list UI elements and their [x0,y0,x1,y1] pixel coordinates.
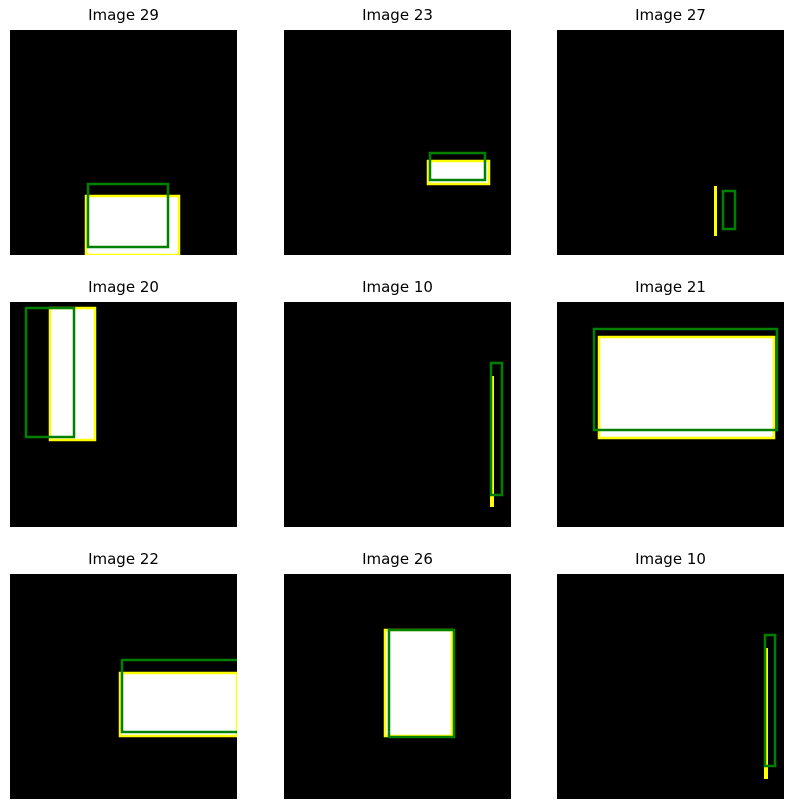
object-region [599,337,774,438]
panel-2: Image 23 [284,0,511,255]
object-region [50,308,95,440]
panel-8: Image 26 [284,544,511,799]
image-canvas [284,30,511,255]
panel-title: Image 27 [557,0,784,30]
panel-title: Image 10 [557,544,784,574]
image-canvas [284,302,511,527]
panel-5: Image 10 [284,272,511,527]
panel-1: Image 29 [10,0,237,255]
object-region [120,673,237,736]
panel-6: Image 21 [557,272,784,527]
image-canvas [10,574,237,799]
image-canvas [10,30,237,255]
green-box [723,191,735,229]
panel-title: Image 21 [557,272,784,302]
panel-title: Image 26 [284,544,511,574]
panel-title: Image 10 [284,272,511,302]
panel-title: Image 23 [284,0,511,30]
image-canvas [557,574,784,799]
image-canvas [557,30,784,255]
panel-title: Image 20 [10,272,237,302]
image-canvas [284,574,511,799]
panel-3: Image 27 [557,0,784,255]
image-canvas [10,302,237,527]
image-canvas [557,302,784,527]
panel-title: Image 22 [10,544,237,574]
yellow-box [714,186,717,236]
panel-title: Image 29 [10,0,237,30]
object-region [385,630,452,736]
panel-9: Image 10 [557,544,784,799]
panel-4: Image 20 [10,272,237,527]
panel-7: Image 22 [10,544,237,799]
